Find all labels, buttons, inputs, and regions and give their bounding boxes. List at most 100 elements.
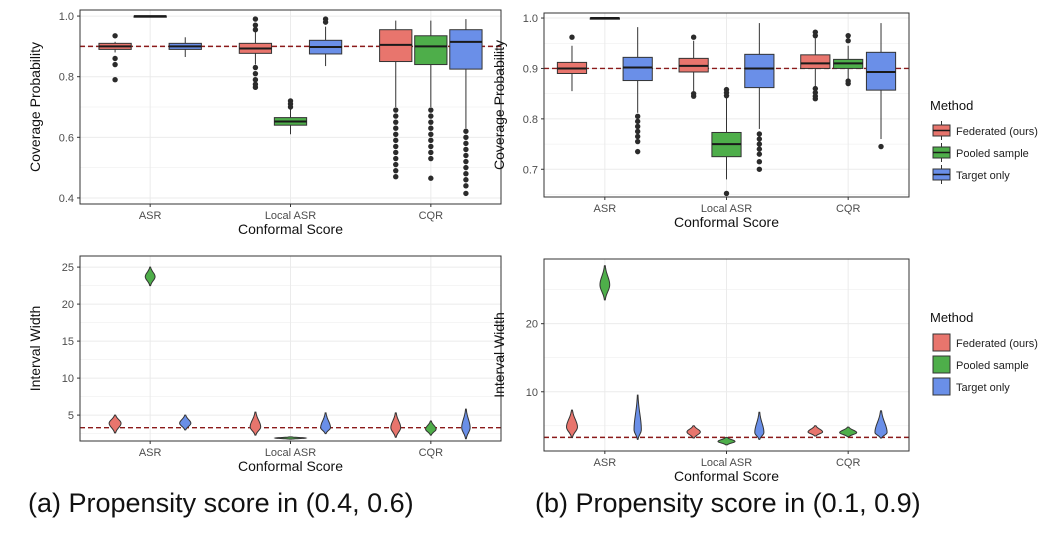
violin — [461, 408, 471, 440]
box — [744, 53, 775, 89]
outlier-point — [634, 138, 641, 145]
y-tick-label: 5 — [68, 410, 74, 422]
y-axis-title: Coverage Probability — [491, 40, 507, 170]
x-axis-title: Conformal Score — [238, 458, 343, 474]
legend-key — [932, 377, 951, 396]
box — [800, 54, 831, 69]
outlier-point — [463, 183, 469, 189]
x-tick-label: ASR — [139, 210, 162, 222]
violin — [633, 394, 642, 440]
outlier-point — [252, 84, 259, 90]
outlier-point — [569, 34, 575, 40]
series-federated-ours — [108, 411, 402, 438]
outlier-point — [634, 113, 641, 120]
legend-label: Pooled sample — [956, 360, 1029, 372]
outlier-point — [463, 164, 469, 171]
y-axis-title: Interval Width — [491, 312, 507, 398]
outlier-point — [252, 16, 259, 22]
outlier-point — [393, 174, 399, 180]
outlier-point — [634, 133, 641, 140]
outlier-point — [112, 55, 118, 62]
outlier-point — [463, 128, 469, 134]
outlier-point — [634, 128, 641, 135]
outlier-point — [428, 131, 434, 137]
outlier-point — [252, 70, 259, 77]
box — [414, 35, 448, 66]
outlier-point — [112, 33, 118, 39]
outlier-point — [393, 125, 399, 131]
violin — [273, 436, 308, 440]
x-tick-label: Local ASR — [265, 447, 316, 459]
outlier-point — [428, 113, 434, 119]
outlier-point — [463, 152, 469, 159]
outlier-point — [393, 107, 399, 113]
outlier-point — [393, 131, 399, 137]
violin — [686, 425, 701, 439]
y-tick-label: 25 — [62, 262, 74, 274]
legend-coverage: Method Federated (ours) Pooled sample Targe… — [930, 98, 1038, 184]
outlier-point — [634, 148, 641, 155]
violin — [179, 414, 192, 431]
y-tick-label: 1.0 — [59, 11, 74, 23]
outlier-point — [756, 131, 763, 137]
violin — [807, 425, 824, 437]
outlier-point — [463, 146, 469, 153]
outlier-point — [428, 125, 434, 131]
x-tick-label: ASR — [594, 203, 617, 215]
violin — [754, 411, 765, 440]
outlier-point — [634, 118, 641, 125]
outlier-point — [845, 32, 851, 39]
outlier-point — [252, 27, 259, 33]
series-target-only — [622, 23, 897, 172]
outlier-point — [393, 161, 399, 168]
outlier-point — [756, 136, 763, 142]
outlier-point — [812, 32, 819, 39]
series-target-only — [633, 394, 888, 440]
series-target-only — [179, 408, 471, 440]
series-pooled-sample — [144, 266, 437, 440]
outlier-point — [690, 93, 697, 99]
outlier-point — [756, 146, 763, 152]
violin — [874, 410, 888, 439]
outlier-point — [393, 155, 399, 162]
x-tick-label: Local ASR — [701, 203, 752, 215]
outlier-point — [112, 61, 118, 68]
outlier-point — [428, 149, 434, 156]
legend-label: Federated (ours) — [956, 338, 1038, 350]
series-federated-ours — [98, 16, 413, 180]
legend-label: Target only — [956, 382, 1010, 394]
y-axis-title: Coverage Probability — [27, 42, 43, 172]
outlier-point — [428, 175, 434, 181]
x-tick-label: ASR — [594, 457, 617, 469]
x-axis-title: Conformal Score — [238, 221, 343, 237]
outlier-point — [393, 149, 399, 156]
x-axis-title: Conformal Score — [674, 214, 779, 230]
x-tick-label: ASR — [139, 447, 162, 459]
outlier-point — [428, 143, 434, 150]
box — [622, 56, 653, 82]
series-federated-ours — [556, 29, 831, 102]
outlier-point — [252, 77, 259, 83]
y-tick-label: 0.6 — [59, 132, 74, 144]
y-tick-label: 0.4 — [59, 193, 74, 205]
outlier-point — [393, 119, 399, 125]
outlier-point — [878, 143, 884, 150]
x-axis-title: Conformal Score — [674, 468, 779, 484]
legend-label: Federated (ours) — [956, 126, 1038, 138]
outlier-point — [463, 190, 469, 197]
outlier-point — [428, 107, 434, 113]
series-pooled-sample — [133, 15, 448, 181]
outlier-point — [812, 95, 819, 102]
y-tick-label: 20 — [526, 319, 538, 331]
y-tick-label: 0.7 — [523, 164, 538, 176]
outlier-point — [812, 85, 819, 92]
violin — [144, 266, 156, 287]
outlier-point — [322, 19, 329, 25]
legend-key — [932, 355, 951, 374]
y-tick-label: 10 — [526, 387, 538, 399]
outlier-point — [756, 166, 763, 172]
outlier-point — [112, 77, 118, 83]
legend-width: Method Federated (ours) Pooled sample Targe… — [930, 310, 1038, 396]
outlier-point — [463, 134, 469, 141]
legend-label: Pooled sample — [956, 148, 1029, 160]
